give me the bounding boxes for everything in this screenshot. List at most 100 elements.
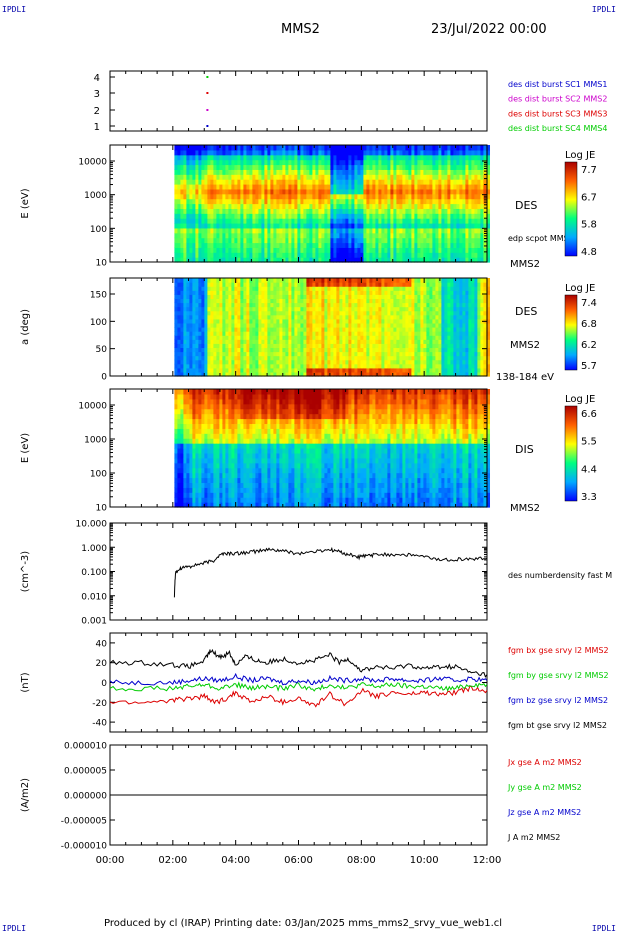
time-axis-tick-label: 00:00 [96, 855, 125, 866]
des-pitch-spectrogram [174, 278, 491, 377]
burst-mark-sc2 [206, 109, 209, 111]
des-pitch-colorbar-tick-label: 7.4 [581, 298, 597, 309]
dis-energy-colorbar-tick-label: 3.3 [581, 492, 597, 503]
dis-energy-colorbar-bar [564, 405, 578, 502]
burst-legend-entry: des dist burst SC3 MMS3 [508, 109, 607, 118]
density-ytick-label: 0.010 [81, 592, 107, 602]
dis-energy-colorbar-title: Log JE [565, 394, 595, 405]
burst-mark-sc3 [206, 92, 209, 94]
des-energy-colorbar-tick-label: 6.7 [581, 192, 597, 203]
corner-label-bottom-left: IPDLI [2, 924, 27, 933]
current-ytick-label: 0.000000 [64, 792, 107, 802]
time-axis-tick-label: 12:00 [473, 855, 502, 866]
des-pitch-ytick-label: 0 [101, 373, 107, 383]
b-field-legend-entry: fgm bt gse srvy l2 MMS2 [508, 721, 607, 730]
dis-energy-colorbar-tick-label: 6.6 [581, 409, 597, 420]
des-energy-colorbar-title: Log JE [565, 150, 595, 161]
burst-mark-sc1 [206, 125, 209, 127]
des-energy-colorbar-tick-label: 4.8 [581, 247, 597, 258]
burst-mark-sc4 [206, 76, 209, 78]
b-field-series-line [109, 672, 488, 686]
density-ytick-label: 10.000 [76, 520, 108, 530]
des-energy-ytick-label: 10000 [78, 158, 107, 168]
b-field-ytick-label: -40 [92, 719, 107, 729]
density-ytick-label: 0.001 [81, 617, 107, 627]
des-energy-ytick-label: 10 [96, 259, 108, 269]
des-energy-overlay-label: edp scpot MMS2 [508, 234, 574, 243]
current-ytick-label: -0.000005 [61, 817, 107, 827]
current-legend-entry: Jx gse A m2 MMS2 [507, 758, 582, 767]
burst-panel-ytick-label: 3 [94, 89, 100, 100]
des-energy-spacecraft: MMS2 [510, 259, 540, 270]
dis-energy-ytick-label: 10 [96, 504, 108, 514]
datetime-title: 23/Jul/2022 00:00 [431, 22, 547, 37]
density-ylabel: (cm^-3) [20, 551, 31, 592]
corner-label-top-right: IPDLI [591, 5, 616, 14]
density-frame [109, 522, 488, 621]
des-pitch-colorbar-tick-label: 5.7 [581, 361, 597, 372]
time-axis-tick-label: 06:00 [284, 855, 313, 866]
b-field-ytick-label: 20 [96, 659, 108, 669]
des-energy-ytick-label: 100 [90, 225, 107, 235]
burst-legend-entry: des dist burst SC1 MMS1 [508, 80, 607, 89]
density-ytick-label: 0.100 [81, 568, 107, 578]
b-field-legend-entry: fgm by gse srvy l2 MMS2 [508, 671, 609, 680]
b-field-series-line [109, 648, 488, 678]
corner-label-bottom-right: IPDLI [591, 924, 616, 933]
density-legend-entry: des numberdensity fast M [508, 571, 612, 580]
dis-energy-spectrogram [174, 389, 491, 508]
current-ytick-label: -0.000010 [61, 842, 107, 852]
b-field-legend-entry: fgm bx gse srvy l2 MMS2 [508, 646, 609, 655]
burst-legend-entry: des dist burst SC2 MMS2 [508, 95, 607, 104]
des-pitch-colorbar-title: Log JE [565, 283, 595, 294]
des-energy-colorbar-tick-label: 7.7 [581, 165, 597, 176]
footer-credit: Produced by cl (IRAP) Printing date: 03/… [104, 918, 503, 929]
dis-energy-instrument: DIS [515, 443, 534, 456]
des-pitch-instrument: DES [515, 305, 537, 318]
current-ytick-label: 0.000010 [64, 742, 107, 752]
b-field-ytick-label: -20 [92, 699, 107, 709]
b-field-ylabel: (nT) [20, 672, 31, 692]
des-energy-colorbar-bar [564, 161, 578, 257]
dis-energy-colorbar-tick-label: 4.4 [581, 464, 597, 475]
des-pitch-ytick-label: 150 [90, 291, 107, 301]
b-field-ytick-label: 0 [101, 679, 107, 689]
des-energy-ytick-label: 1000 [84, 191, 107, 201]
des-pitch-colorbar-tick-label: 6.8 [581, 319, 597, 330]
b-field-frame [109, 632, 488, 733]
time-axis-tick-label: 10:00 [410, 855, 439, 866]
current-ylabel: (A/m2) [20, 778, 31, 812]
des-pitch-spacecraft: MMS2 [510, 340, 540, 351]
b-field-series-line [109, 681, 488, 692]
dis-energy-ytick-label: 100 [90, 470, 107, 480]
dis-energy-ytick-label: 10000 [78, 402, 107, 412]
b-field-ytick-label: 40 [96, 639, 108, 649]
dis-energy-colorbar-tick-label: 5.5 [581, 437, 597, 448]
current-ytick-label: 0.000005 [64, 767, 107, 777]
corner-label-top-left: IPDLI [2, 5, 27, 14]
dis-energy-ytick-label: 1000 [84, 436, 107, 446]
b-field-series-line [109, 685, 488, 708]
burst-legend-entry: des dist burst SC4 MMS4 [508, 124, 607, 133]
des-pitch-ylabel: a (deg) [20, 309, 31, 345]
burst-panel-ytick-label: 1 [94, 122, 100, 133]
spacecraft-title: MMS2 [281, 22, 320, 37]
des-pitch-colorbar-tick-label: 6.2 [581, 340, 597, 351]
density-ytick-label: 1.000 [81, 544, 107, 554]
current-legend-entry: Jy gse A m2 MMS2 [507, 783, 582, 792]
time-axis-tick-label: 02:00 [158, 855, 187, 866]
des-energy-colorbar-tick-label: 5.8 [581, 220, 597, 231]
density-series-line [173, 546, 488, 598]
des-pitch-ytick-label: 50 [96, 345, 108, 355]
burst-panel-ytick-label: 4 [94, 73, 100, 84]
current-legend-entry: J A m2 MMS2 [507, 833, 560, 842]
des-pitch-energy-range: 138-184 eV [496, 372, 554, 383]
dis-energy-ylabel: E (eV) [20, 433, 31, 463]
burst-panel-ytick-label: 2 [94, 106, 100, 117]
time-axis-tick-label: 08:00 [347, 855, 376, 866]
des-energy-spectrogram [174, 145, 491, 263]
current-legend-entry: Jz gse A m2 MMS2 [507, 808, 581, 817]
des-pitch-colorbar-bar [564, 294, 578, 371]
